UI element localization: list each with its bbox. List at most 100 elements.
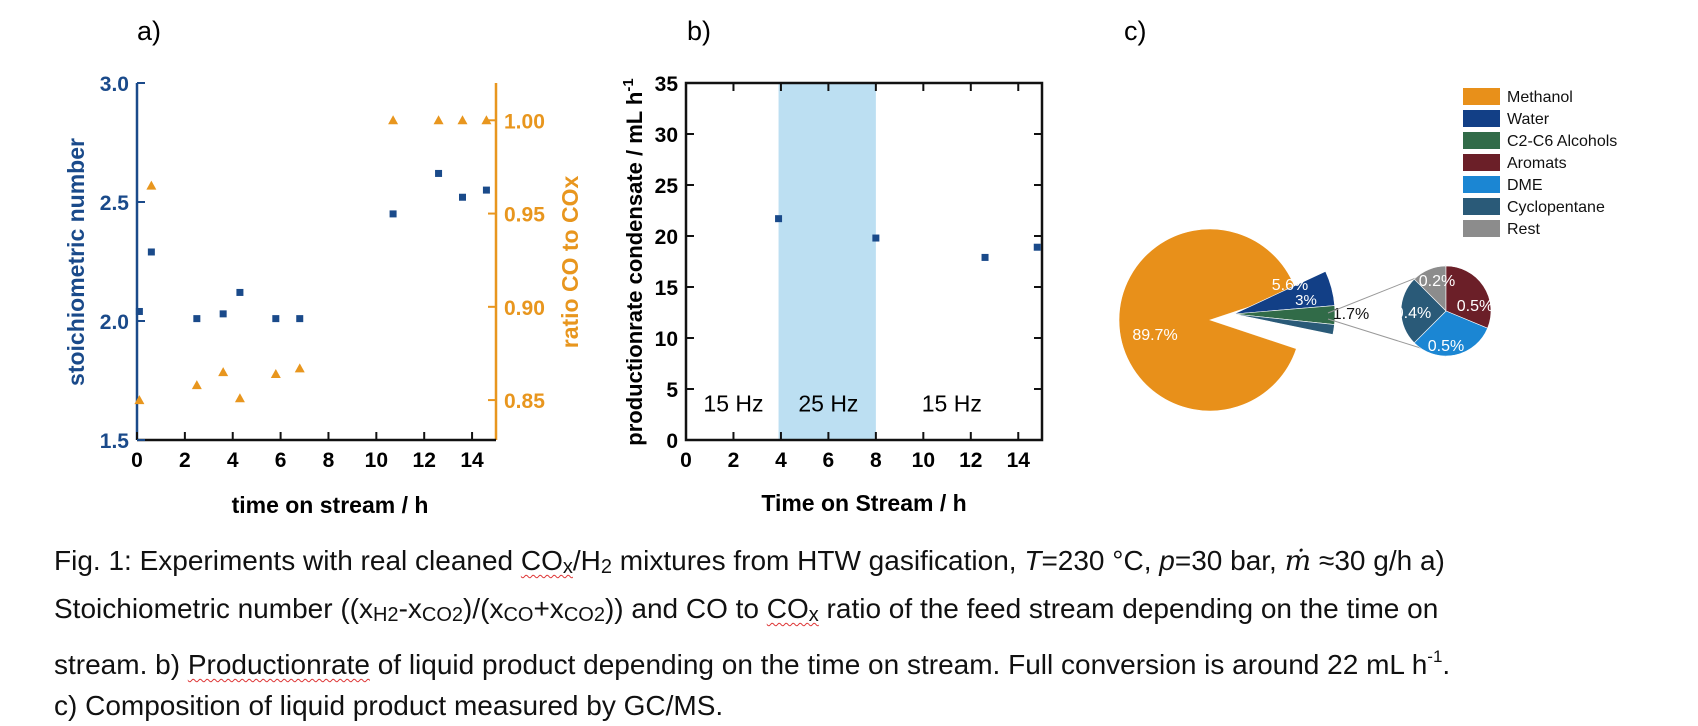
c-sub-label: 0.5%	[1428, 338, 1464, 355]
c-legend-swatch	[1463, 132, 1500, 149]
caption-line-3: stream. b) Productionrate of liquid prod…	[54, 636, 1650, 685]
a-point-co-ratio	[218, 367, 229, 377]
c-legend-swatch	[1463, 110, 1500, 127]
caption-text: +x	[533, 593, 564, 624]
caption-symbol-p: p	[1159, 545, 1175, 576]
b-y-tick-label: 35	[655, 73, 679, 96]
a-y2-tick-label: 0.95	[504, 204, 545, 227]
a-x-tick-label: 10	[365, 449, 388, 472]
a-point-stoichiometric	[236, 288, 244, 296]
a-point-stoichiometric	[147, 248, 155, 256]
a-x-tick-label: 14	[460, 449, 484, 472]
b-x-tick-label: 8	[870, 449, 882, 472]
caption-text: Experiments with real cleaned	[139, 545, 521, 576]
caption-line-2: Stoichiometric number ((xH2-xCO2)/(xCO+x…	[54, 588, 1650, 636]
b-y-tick-label: 20	[655, 226, 678, 249]
c-sub-label: 0.4%	[1395, 305, 1431, 322]
a-y-tick-label: 2.5	[100, 192, 130, 215]
c-legend-swatch	[1463, 220, 1500, 237]
a-x-tick-label: 0	[131, 449, 143, 472]
caption-text: =30 bar,	[1174, 545, 1285, 576]
caption-text: .	[1442, 649, 1451, 680]
caption-text: stream. b)	[54, 649, 188, 680]
a-y-tick-label: 3.0	[100, 73, 129, 96]
c-legend-swatch	[1463, 154, 1500, 171]
a-y2-axis-title: ratio CO to COx	[557, 176, 583, 349]
caption-cox-base: CO	[766, 593, 809, 624]
c-legend-label: Aromats	[1507, 155, 1567, 172]
caption-sub: CO2	[421, 604, 464, 626]
a-x-tick-label: 8	[323, 449, 335, 472]
a-y2-tick-label: 1.00	[504, 110, 545, 133]
caption-fig-label: Fig. 1:	[54, 545, 132, 576]
c-label-methanol: 89.7%	[1132, 327, 1177, 344]
a-x-tick-label: 12	[413, 449, 436, 472]
b-shaded-region	[778, 83, 876, 440]
c-sub-slice-aromats	[1445, 265, 1492, 329]
c-legend-swatch	[1463, 198, 1500, 215]
b-y-tick-label: 5	[666, 379, 678, 402]
c-legend-swatch	[1463, 88, 1500, 105]
a-x-axis-title: time on stream / h	[232, 492, 429, 518]
b-y-axis-title-main: productionrate condensate / mL h	[622, 92, 647, 446]
b-point-productionrate	[775, 215, 783, 223]
b-point-productionrate	[1033, 243, 1041, 251]
b-x-tick-label: 2	[728, 449, 740, 472]
b-x-tick-label: 10	[912, 449, 935, 472]
b-y-tick-label: 25	[655, 175, 679, 198]
b-point-productionrate	[981, 253, 989, 261]
c-sub-slice-cyclopentane	[1400, 278, 1447, 344]
caption-text: )/(x	[463, 593, 504, 624]
b-point-productionrate	[872, 234, 880, 242]
panel-b-label: b)	[687, 16, 711, 46]
caption-text: ratio of the feed stream depending on th…	[818, 593, 1439, 624]
b-y-tick-label: 15	[655, 277, 679, 300]
a-point-co-ratio	[388, 115, 399, 125]
caption-sub: CO	[503, 604, 534, 626]
a-point-co-ratio	[234, 393, 245, 403]
c-legend-label: Methanol	[1507, 89, 1573, 106]
a-point-co-ratio	[146, 180, 157, 190]
a-x-tick-label: 4	[227, 449, 239, 472]
panel-c-label: c)	[1124, 16, 1147, 46]
b-frame	[684, 81, 1044, 442]
caption-cox: COx	[766, 593, 819, 626]
c-label-alcohols: 3%	[1295, 292, 1317, 309]
a-point-stoichiometric	[193, 315, 201, 323]
chart-b: 0 2 4 6 8 10 12 14 0 5 10 15 20 25 30 35 15 Hz 25 Hz 15 H…	[620, 73, 1044, 516]
c-legend-label: Rest	[1507, 221, 1540, 238]
b-y-tick-label: 0	[666, 430, 678, 453]
b-y-tick-label: 30	[655, 124, 678, 147]
caption-sup: -1	[1427, 647, 1443, 666]
c-slice-other	[1233, 313, 1335, 335]
caption-cox-sub: x	[562, 556, 573, 578]
a-point-co-ratio	[191, 380, 202, 390]
a-y-axis-title: stoichiometric number	[63, 138, 89, 386]
c-sub-label: 0.2%	[1419, 273, 1455, 290]
a-point-stoichiometric	[458, 193, 466, 201]
caption-sub: 2	[600, 556, 613, 578]
caption-cox-sub: x	[808, 604, 819, 626]
caption-text: =230 °C,	[1041, 545, 1160, 576]
chart-a: 0 2 4 6 8 10 12 141.52.02.53.00.850.900.951.00 …	[63, 73, 583, 518]
caption-text: )) and CO to	[604, 593, 767, 624]
caption-text: mixtures from HTW gasification,	[612, 545, 1025, 576]
caption-symbol-T: T	[1024, 545, 1042, 576]
a-point-stoichiometric	[435, 169, 443, 177]
caption-sub: H2	[372, 604, 399, 626]
a-point-co-ratio	[294, 363, 305, 373]
a-point-stoichiometric	[135, 307, 143, 315]
caption-text: of liquid product depending on the time …	[369, 649, 1428, 680]
caption-line-4: c) Composition of liquid product measure…	[54, 690, 724, 721]
c-label-other-total: 1.7%	[1333, 306, 1369, 323]
a-y2-tick-label: 0.90	[504, 297, 545, 320]
chart-c: 89.7%5.6%3%1.7% 0.2%0.5%0.5%0.4% Methano…	[1118, 88, 1617, 412]
figure-canvas: a) b) c) 0 2 4 6 8 10 12 14 1.5 2.0 2.5 3.0 0.85 0.90…	[63, 16, 1617, 518]
b-x-tick-label: 14	[1007, 449, 1031, 472]
a-y-tick-label: 1.5	[100, 430, 130, 453]
caption-text: -x	[398, 593, 422, 624]
c-label-water: 5.6%	[1272, 277, 1308, 294]
a-point-co-ratio	[433, 115, 444, 125]
caption-cox-base: CO	[520, 545, 563, 576]
a-point-co-ratio	[481, 115, 492, 125]
